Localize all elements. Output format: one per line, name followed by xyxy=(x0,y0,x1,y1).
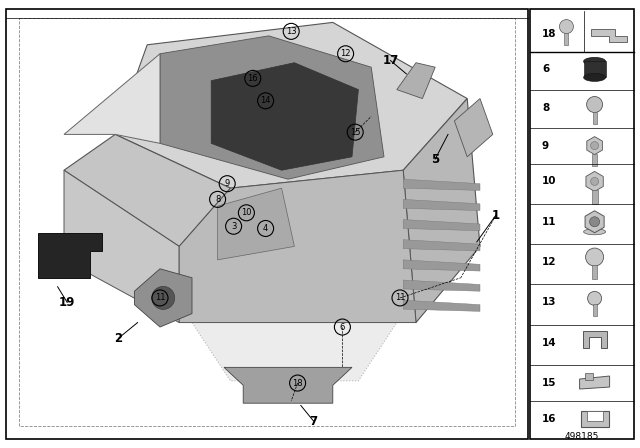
Ellipse shape xyxy=(584,73,605,82)
Circle shape xyxy=(152,286,175,310)
Polygon shape xyxy=(64,134,230,246)
Circle shape xyxy=(589,217,600,227)
Text: 4: 4 xyxy=(263,224,268,233)
Text: 12: 12 xyxy=(340,49,351,58)
Bar xyxy=(587,411,603,421)
Text: 15: 15 xyxy=(542,378,556,388)
Polygon shape xyxy=(192,269,397,381)
Polygon shape xyxy=(580,376,609,389)
Text: 10: 10 xyxy=(542,177,556,186)
Text: 1: 1 xyxy=(492,208,500,222)
Polygon shape xyxy=(403,179,480,190)
Polygon shape xyxy=(403,260,480,271)
Polygon shape xyxy=(38,233,102,278)
Text: 11: 11 xyxy=(155,293,165,302)
Text: 9: 9 xyxy=(225,179,230,188)
Text: 13: 13 xyxy=(286,27,296,36)
Text: 8: 8 xyxy=(542,103,549,112)
Text: 5: 5 xyxy=(431,152,439,166)
Text: 10: 10 xyxy=(241,208,252,217)
Polygon shape xyxy=(403,280,480,291)
Text: 11: 11 xyxy=(395,293,405,302)
Polygon shape xyxy=(403,199,480,211)
Circle shape xyxy=(559,20,573,34)
Polygon shape xyxy=(211,63,358,170)
Polygon shape xyxy=(403,99,480,323)
Text: 2: 2 xyxy=(115,332,122,345)
Circle shape xyxy=(591,177,598,185)
Bar xyxy=(6,9,528,439)
Text: 11: 11 xyxy=(542,217,556,227)
Bar xyxy=(584,373,593,380)
Text: 16: 16 xyxy=(542,414,556,424)
Text: 12: 12 xyxy=(542,257,556,267)
Text: 18: 18 xyxy=(542,29,556,39)
Circle shape xyxy=(586,248,604,266)
Polygon shape xyxy=(224,367,352,403)
Text: 6: 6 xyxy=(542,65,549,74)
Polygon shape xyxy=(582,331,607,348)
Bar xyxy=(593,112,596,124)
Polygon shape xyxy=(403,300,480,311)
Ellipse shape xyxy=(584,57,605,65)
Bar xyxy=(584,61,605,78)
Polygon shape xyxy=(586,172,604,191)
Text: 3: 3 xyxy=(231,222,236,231)
Circle shape xyxy=(588,291,602,306)
Polygon shape xyxy=(160,36,384,179)
Polygon shape xyxy=(134,269,192,327)
Polygon shape xyxy=(115,22,467,188)
Polygon shape xyxy=(64,170,179,323)
Circle shape xyxy=(591,142,598,150)
Bar xyxy=(564,33,568,45)
Text: 9: 9 xyxy=(542,141,549,151)
Polygon shape xyxy=(585,211,604,233)
Text: 7: 7 xyxy=(310,414,317,428)
Text: 8: 8 xyxy=(215,195,220,204)
Text: 15: 15 xyxy=(350,128,360,137)
Polygon shape xyxy=(397,63,435,99)
Text: 16: 16 xyxy=(248,74,258,83)
Polygon shape xyxy=(587,137,602,155)
Bar xyxy=(19,18,515,426)
Text: 13: 13 xyxy=(542,297,556,307)
Text: 18: 18 xyxy=(292,379,303,388)
Text: 14: 14 xyxy=(542,338,557,348)
Text: 6: 6 xyxy=(340,323,345,332)
Polygon shape xyxy=(403,240,480,251)
Polygon shape xyxy=(218,188,294,260)
Polygon shape xyxy=(403,220,480,231)
Polygon shape xyxy=(454,99,493,157)
Ellipse shape xyxy=(584,229,605,235)
Polygon shape xyxy=(591,29,627,42)
Text: 498185: 498185 xyxy=(565,432,599,441)
Bar xyxy=(592,154,597,166)
Bar xyxy=(580,411,609,427)
Bar xyxy=(530,9,634,439)
Text: 19: 19 xyxy=(59,296,76,309)
Circle shape xyxy=(587,96,603,112)
Polygon shape xyxy=(64,54,160,143)
Bar xyxy=(592,265,597,279)
Polygon shape xyxy=(179,170,416,323)
Bar xyxy=(593,304,596,316)
Text: 17: 17 xyxy=(382,54,399,67)
Bar xyxy=(591,190,598,204)
Text: 14: 14 xyxy=(260,96,271,105)
